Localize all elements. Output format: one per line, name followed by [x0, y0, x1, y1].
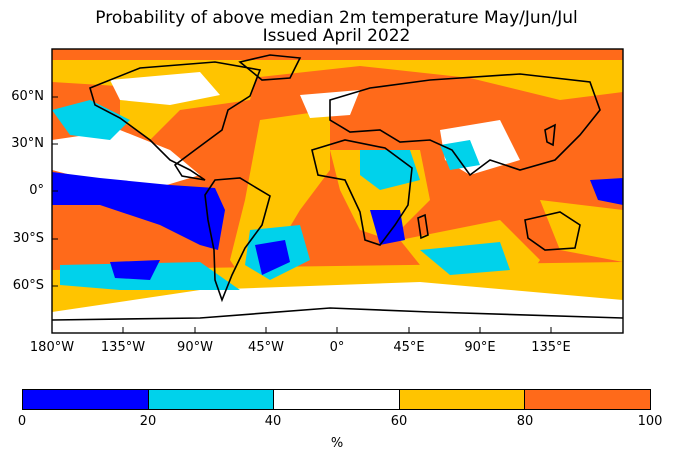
x-tick-label: 135°W [100, 340, 146, 355]
colorbar-segment [273, 390, 399, 409]
very-low-pacific-south [110, 260, 160, 280]
x-tick-label: 45°E [393, 340, 425, 355]
colorbar [22, 389, 651, 410]
colorbar-tick-label: 40 [264, 414, 282, 429]
x-tick-label: 90°E [464, 340, 496, 355]
colorbar-unit-label: % [330, 436, 344, 451]
map-title: Probability of above median 2m temperatu… [95, 8, 578, 28]
very-low-south-africa [370, 210, 405, 245]
neutral-canada [110, 72, 220, 105]
colorbar-segment [524, 390, 650, 409]
x-tick-label: 0° [329, 340, 345, 355]
low-north-pacific [52, 100, 130, 140]
colorbar-segment [147, 390, 274, 409]
y-tick-label: 30°N [11, 136, 44, 151]
colorbar-tick-label: 60 [390, 414, 408, 429]
very-low-south-atlantic [255, 240, 290, 275]
neutral-pacific [52, 130, 200, 190]
map-subtitle: Issued April 2022 [262, 26, 411, 46]
x-tick-label: 45°W [248, 340, 284, 355]
colorbar-segment [398, 390, 525, 409]
very-low-east-pacific [52, 172, 225, 250]
x-tick-label: 135°E [531, 340, 571, 355]
colorbar-tick-label: 0 [17, 414, 27, 429]
very-low-west-pacific [590, 178, 623, 205]
low-africa [360, 150, 420, 190]
low-indian-ocean [420, 242, 510, 275]
colorbar-tick-label: 100 [637, 414, 663, 429]
y-tick-label: 60°S [12, 278, 44, 293]
continent-outlines [52, 54, 623, 321]
colorbar-segment [23, 390, 148, 409]
y-tick-label: 0° [29, 183, 44, 198]
colorbar-tick-label: 80 [516, 414, 534, 429]
y-tick-label: 60°N [11, 89, 44, 104]
pacific-yellow [540, 200, 623, 262]
y-tick-label: 30°S [12, 231, 44, 246]
x-tick-label: 180°W [29, 340, 75, 355]
x-tick-label: 90°W [177, 340, 213, 355]
low-india [440, 140, 480, 170]
axis-ticks [51, 96, 552, 333]
colorbar-tick-label: 20 [139, 414, 157, 429]
